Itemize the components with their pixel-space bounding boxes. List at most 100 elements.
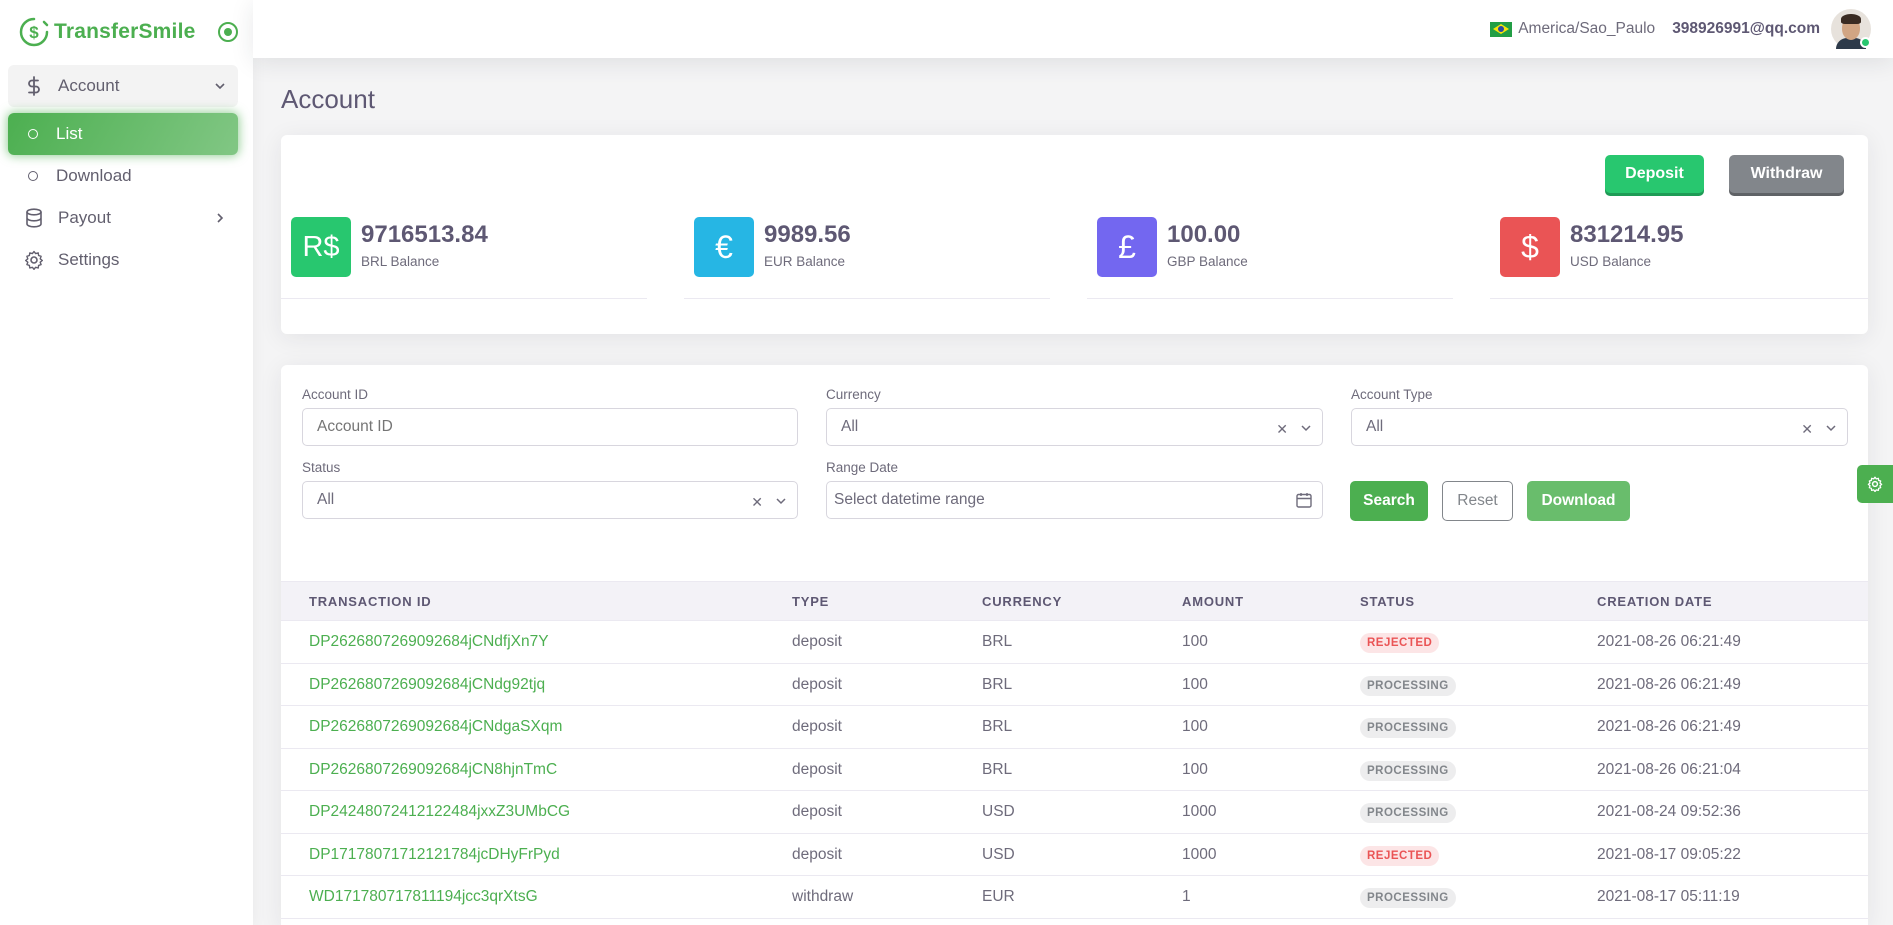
field-label: Account ID — [302, 387, 369, 402]
avatar[interactable] — [1831, 9, 1871, 49]
chevron-down-icon — [215, 83, 225, 90]
table-row: DP2626807269092684jCN8hjnTmC deposit BRL… — [281, 749, 1868, 791]
euro-icon: € — [694, 217, 754, 277]
currency-select[interactable]: All ✕ — [826, 408, 1323, 446]
page-title: Account — [281, 84, 375, 114]
account-id-input[interactable] — [302, 408, 798, 446]
sidebar-item-label: Account — [58, 76, 120, 95]
brand[interactable]: $ TransferSmile — [18, 16, 238, 48]
brl-currency-icon: R$ — [291, 217, 351, 277]
transaction-id-link[interactable]: DP2626807269092684jCNdfjXn7Y — [309, 633, 549, 650]
date-cell: 2021-08-26 06:21:49 — [1597, 675, 1741, 693]
range-date-placeholder: Select datetime range — [834, 491, 985, 508]
clear-icon[interactable]: ✕ — [1276, 421, 1288, 437]
gear-icon — [1867, 476, 1883, 492]
transaction-id-link[interactable]: DP2626807269092684jCNdg92tjq — [309, 675, 546, 693]
field-label: Status — [302, 460, 341, 475]
clear-icon[interactable]: ✕ — [1801, 421, 1813, 437]
column-header[interactable]: STATUS — [1360, 594, 1415, 609]
amount-cell: 1 — [1182, 888, 1191, 905]
transaction-id-link[interactable]: DP2626807269092684jCN8hjnTmC — [309, 760, 558, 778]
top-header: America/Sao_Paulo 398926991@qq.com — [253, 0, 1893, 58]
balance-value: 831214.95 — [1570, 221, 1684, 248]
balance-label: GBP Balance — [1167, 254, 1248, 269]
amount-cell: 100 — [1182, 760, 1208, 778]
currency-cell: USD — [982, 803, 1015, 820]
column-header[interactable]: CURRENCY — [982, 594, 1063, 609]
status-badge: PROCESSING — [1360, 803, 1456, 823]
timezone-label[interactable]: America/Sao_Paulo — [1518, 20, 1656, 37]
withdraw-button[interactable]: Withdraw — [1729, 155, 1844, 193]
table-row: WD171780717811194jcc3qrXtsG withdraw EUR… — [281, 876, 1868, 919]
chevron-down-icon — [1826, 425, 1836, 432]
sidebar-item-settings[interactable]: Settings — [8, 239, 238, 281]
status-badge: PROCESSING — [1360, 760, 1456, 781]
date-cell: 2021-08-26 06:21:49 — [1597, 718, 1741, 735]
column-header[interactable]: CREATION DATE — [1597, 594, 1713, 609]
sidebar: $ TransferSmile Account List Download Pa… — [0, 0, 253, 925]
sidebar-item-account[interactable]: Account — [8, 65, 238, 107]
balance-eur: € 9989.56 EUR Balance — [684, 217, 1050, 299]
amount-cell: 1000 — [1182, 803, 1217, 820]
sidebar-toggle-icon[interactable] — [218, 22, 238, 42]
sidebar-item-payout[interactable]: Payout — [8, 197, 238, 239]
brand-name: TransferSmile — [54, 20, 196, 43]
type-cell: deposit — [792, 760, 842, 778]
balance-label: EUR Balance — [764, 254, 846, 269]
reset-button[interactable]: Reset — [1442, 481, 1513, 521]
range-date-input[interactable]: Select datetime range — [826, 481, 1323, 519]
status-badge: PROCESSING — [1360, 718, 1456, 738]
balance-label: BRL Balance — [361, 254, 440, 269]
user-email[interactable]: 398926991@qq.com — [1672, 20, 1820, 37]
deposit-button[interactable]: Deposit — [1605, 155, 1704, 193]
currency-cell: BRL — [982, 718, 1013, 735]
table-row: DP17178071712121784jcDHyFrPyd deposit US… — [281, 834, 1868, 876]
search-button[interactable]: Search — [1350, 481, 1428, 521]
transactions-table: TRANSACTION ID TYPE CURRENCY AMOUNT STAT… — [281, 581, 1868, 919]
database-icon — [24, 208, 44, 228]
type-cell: deposit — [792, 718, 842, 735]
table-row: DP2626807269092684jCNdfjXn7Y deposit BRL… — [281, 621, 1868, 664]
sidebar-item-list[interactable]: List — [8, 113, 238, 155]
currency-cell: BRL — [982, 633, 1013, 650]
amount-cell: 100 — [1182, 633, 1208, 650]
gear-icon — [24, 250, 44, 270]
customizer-toggle-button[interactable] — [1857, 465, 1893, 503]
online-status-icon — [1860, 37, 1871, 48]
dollar-icon — [24, 76, 44, 96]
currency-cell: BRL — [982, 675, 1013, 693]
balance-gbp: £ 100.00 GBP Balance — [1087, 217, 1453, 299]
column-header[interactable]: TYPE — [792, 594, 830, 609]
sidebar-item-download[interactable]: Download — [8, 155, 238, 197]
amount-cell: 100 — [1182, 675, 1208, 693]
table-header: TRANSACTION ID TYPE CURRENCY AMOUNT STAT… — [281, 581, 1868, 621]
column-header[interactable]: TRANSACTION ID — [309, 594, 432, 609]
balance-value: 9989.56 — [764, 221, 851, 248]
account-type-select[interactable]: All ✕ — [1351, 408, 1848, 446]
calendar-icon — [1296, 493, 1312, 508]
transaction-id-link[interactable]: DP17178071712121784jcDHyFrPyd — [309, 845, 560, 863]
amount-cell: 100 — [1182, 718, 1208, 735]
circle-icon — [28, 171, 38, 181]
svg-text:$: $ — [29, 23, 39, 42]
sidebar-item-label: Download — [56, 166, 132, 185]
transaction-id-link[interactable]: DP2626807269092684jCNdgaSXqm — [309, 718, 563, 735]
select-value: All — [1366, 418, 1384, 435]
select-value: All — [317, 491, 335, 508]
balance-brl: R$ 9716513.84 BRL Balance — [281, 217, 647, 299]
chevron-down-icon — [1301, 425, 1311, 432]
brand-logo-icon: $ — [19, 17, 49, 47]
sidebar-item-label: List — [56, 124, 83, 143]
download-button[interactable]: Download — [1527, 481, 1630, 521]
column-header[interactable]: AMOUNT — [1182, 594, 1244, 609]
transaction-id-link[interactable]: DP24248072412122484jxxZ3UMbCG — [309, 803, 571, 820]
date-cell: 2021-08-26 06:21:49 — [1597, 633, 1741, 650]
type-cell: deposit — [792, 633, 842, 650]
brazil-flag-icon — [1490, 21, 1513, 37]
field-label: Currency — [826, 387, 881, 402]
currency-cell: BRL — [982, 760, 1013, 778]
currency-cell: EUR — [982, 888, 1015, 905]
status-select[interactable]: All ✕ — [302, 481, 798, 519]
transaction-id-link[interactable]: WD171780717811194jcc3qrXtsG — [309, 888, 538, 905]
clear-icon[interactable]: ✕ — [751, 494, 763, 510]
